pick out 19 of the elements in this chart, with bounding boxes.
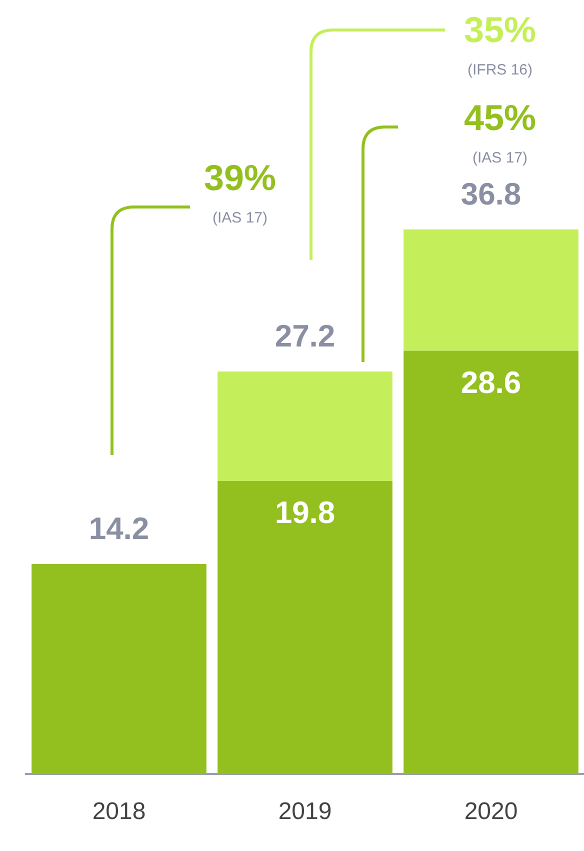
bar [218, 372, 392, 482]
text: 45% [464, 97, 536, 139]
text: (IAS 17) [472, 150, 528, 166]
bar [404, 350, 578, 774]
x-tick-label: 2018 [92, 798, 146, 826]
text: 39% [204, 157, 276, 199]
bar [32, 564, 206, 774]
x-tick-label: 2020 [464, 798, 518, 826]
data-label: 19.8 [274, 495, 336, 530]
text: (IAS 17) [212, 210, 268, 226]
total-label: 36.8 [460, 176, 522, 212]
x-tick-label: 2019 [278, 798, 332, 826]
total-label: 27.2 [274, 318, 336, 354]
data-label: 28.6 [460, 364, 522, 400]
total-label: 14.2 [88, 511, 150, 546]
bar [218, 481, 392, 774]
text: 35% [464, 9, 536, 51]
bar [404, 229, 578, 351]
text: (IFRS 16) [467, 62, 533, 78]
